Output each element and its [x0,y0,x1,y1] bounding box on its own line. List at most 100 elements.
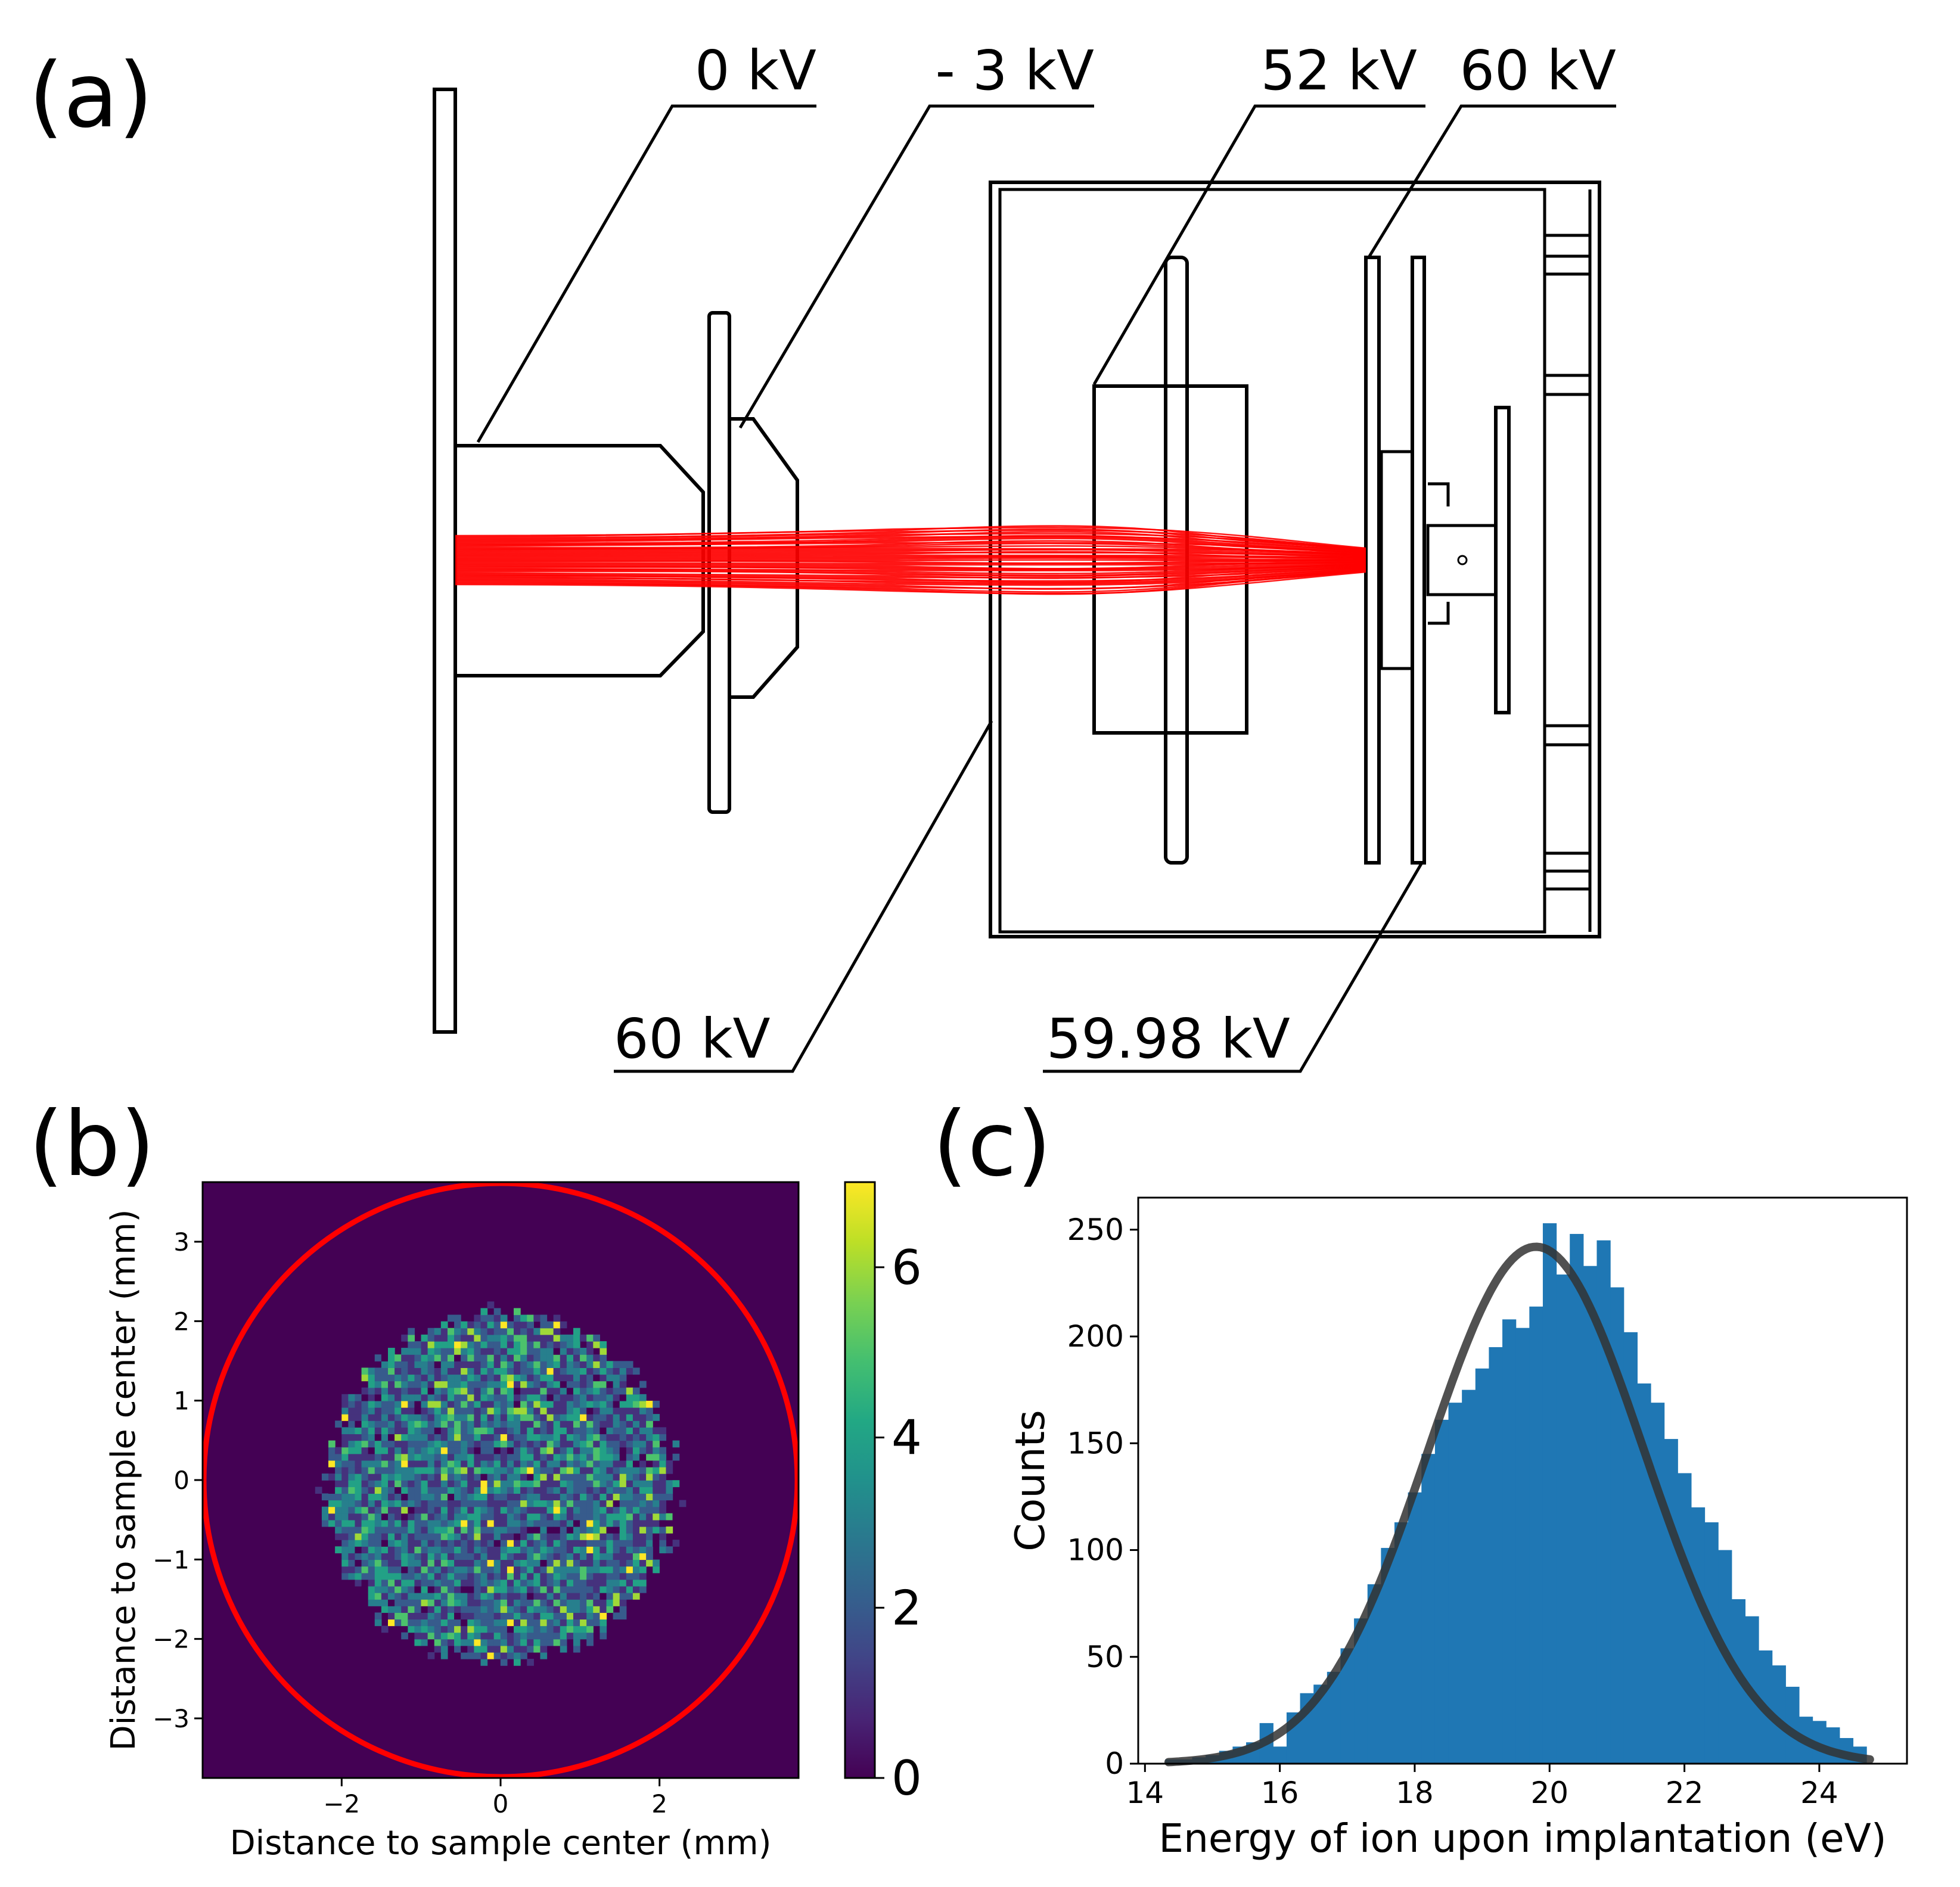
heatmap-cell [427,1480,435,1487]
heatmap-cell [461,1420,468,1428]
heatmap-cell [507,1639,514,1646]
heatmap-cell [533,1493,541,1501]
heatmap-cell [348,1553,356,1560]
heatmap-cell [533,1645,541,1653]
heatmap-cell [560,1500,567,1507]
heatmap-cell [387,1619,395,1627]
histogram-bar [1583,1266,1598,1764]
heatmap-cell [480,1639,488,1646]
heatmap-cell [355,1540,362,1547]
heatmap-cell [368,1487,375,1494]
heatmap-cell [632,1519,640,1527]
heatmap-cell [580,1553,587,1560]
heatmap-cell [487,1453,495,1461]
heatmap-cell [533,1572,541,1580]
heatmap-cell [341,1572,349,1580]
heatmap-cell [606,1519,614,1527]
heatmap-cell [520,1466,527,1474]
heatmap-cell [659,1460,667,1468]
heatmap-cell [619,1553,627,1560]
heatmap-cell [467,1341,474,1348]
heatmap-cell [593,1506,600,1514]
heatmap-cell [520,1341,527,1348]
heatmap-cell [514,1652,521,1659]
heatmap-cell [440,1572,448,1580]
heatmap-cell [467,1606,474,1613]
heatmap-cell [613,1513,620,1521]
heatmap-cell [580,1559,587,1567]
heatmap-cell [461,1453,468,1461]
heatmap-cell [580,1414,587,1421]
x-tick-label: 22 [1666,1776,1704,1810]
heatmap-cell [540,1540,548,1547]
heatmap-cell [487,1354,495,1361]
heatmap-cell [507,1513,514,1521]
heatmap-cell [368,1394,375,1401]
heatmap-cell [514,1533,521,1540]
heatmap-cell [408,1487,415,1494]
heatmap-cell [395,1407,402,1415]
heatmap-cell [421,1533,428,1540]
heatmap-cell [480,1619,488,1627]
heatmap-cell [566,1553,574,1560]
heatmap-cell [613,1473,620,1481]
heatmap-cell [467,1526,474,1534]
histogram-bar [1772,1665,1786,1764]
heatmap-cell [659,1493,667,1501]
heatmap-cell [507,1434,514,1441]
heatmap-cell [368,1434,375,1441]
heatmap-cell [500,1553,508,1560]
heatmap-cell [606,1500,614,1507]
heatmap-cell [387,1519,395,1527]
heatmap-cell [467,1434,474,1441]
heatmap-cell [507,1341,514,1348]
heatmap-cell [480,1546,488,1553]
heatmap-cell [335,1460,342,1468]
heatmap-cell [507,1440,514,1448]
heatmap-cell [580,1407,587,1415]
heatmap-cell [573,1440,580,1448]
heatmap-cell [401,1414,408,1421]
heatmap-cell [374,1414,382,1421]
heatmap-cell [653,1447,660,1454]
heatmap-cell [361,1480,369,1487]
heatmap-cell [474,1473,482,1481]
heatmap-cell [427,1407,435,1415]
heatmap-cell [414,1519,422,1527]
heatmap-cell [467,1553,474,1560]
heatmap-cell [566,1334,574,1342]
heatmap-cell [440,1387,448,1395]
heatmap-cell [540,1645,548,1653]
heatmap-cell [560,1533,567,1540]
heatmap-cell [427,1328,435,1335]
histogram-bar [1327,1671,1341,1764]
heatmap-cell [573,1579,580,1587]
heatmap-cell [520,1599,527,1606]
heatmap-cell [566,1599,574,1606]
heatmap-cell [474,1586,482,1593]
sample-holder [1380,450,1414,670]
heatmap-cell [580,1354,587,1361]
heatmap-cell [447,1374,455,1382]
heatmap-cell [454,1606,461,1613]
x-tick-label: 24 [1800,1776,1838,1810]
heatmap-cell [600,1466,607,1474]
heatmap-cell [653,1427,660,1435]
heatmap-cell [427,1533,435,1540]
heatmap-cell [414,1639,422,1646]
heatmap-cell [401,1460,408,1468]
heatmap-cell [560,1519,567,1527]
heatmap-cell [560,1493,567,1501]
heatmap-cell [586,1612,594,1620]
heatmap-cell [580,1348,587,1355]
heatmap-cell [480,1381,488,1388]
heatmap-cell [639,1566,647,1574]
heatmap-cell [461,1466,468,1474]
heatmap-cell [666,1513,673,1521]
heatmap-cell [487,1599,495,1606]
heatmap-cell [553,1526,561,1534]
heatmap-cell [434,1579,442,1587]
heatmap-cell [374,1540,382,1547]
heatmap-cell [361,1447,369,1454]
heatmap-cell [566,1632,574,1640]
